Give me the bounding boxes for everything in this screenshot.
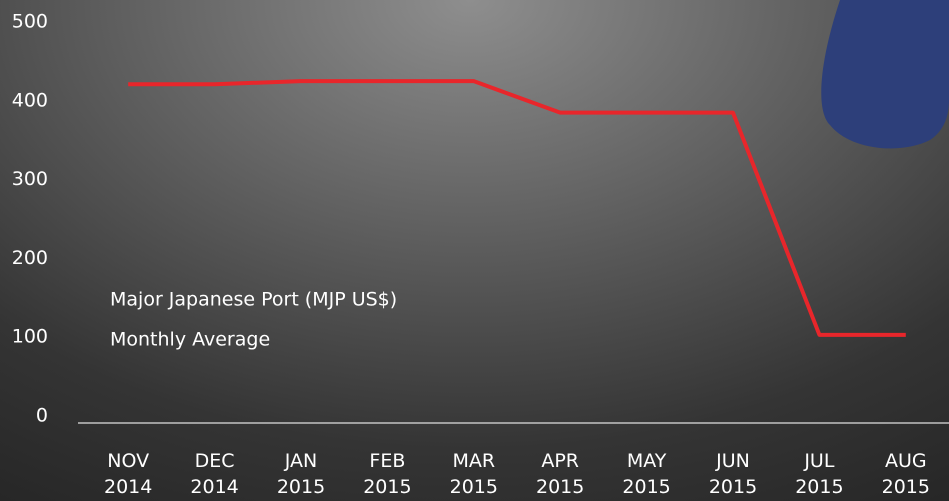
x-tick-label: FEB 2015 [362, 448, 412, 500]
x-tick-label: JAN 2015 [276, 448, 326, 500]
y-tick-label: 400 [12, 89, 48, 111]
y-tick-label: 0 [36, 405, 48, 427]
x-tick-label: NOV 2014 [103, 448, 153, 500]
x-tick-label: AUG 2015 [881, 448, 931, 500]
chart-page: Major Japanese Port (MJP US$) Monthly Av… [0, 0, 949, 501]
y-tick-label: 200 [12, 247, 48, 269]
x-tick-label: JUL 2015 [794, 448, 844, 500]
y-tick-label: 500 [12, 11, 48, 33]
annotation: Monthly Average [110, 329, 270, 351]
x-tick-label: MAY 2015 [622, 448, 672, 500]
decorative-hand [821, 0, 949, 148]
annotation: Major Japanese Port (MJP US$) [110, 289, 397, 311]
chart: Major Japanese Port (MJP US$) Monthly Av… [0, 0, 949, 501]
y-tick-label: 100 [12, 326, 48, 348]
x-tick-label: APR 2015 [535, 448, 585, 500]
x-tick-label: DEC 2014 [190, 448, 240, 500]
x-tick-label: MAR 2015 [449, 448, 499, 500]
y-tick-label: 300 [12, 168, 48, 190]
x-tick-label: JUN 2015 [708, 448, 758, 500]
